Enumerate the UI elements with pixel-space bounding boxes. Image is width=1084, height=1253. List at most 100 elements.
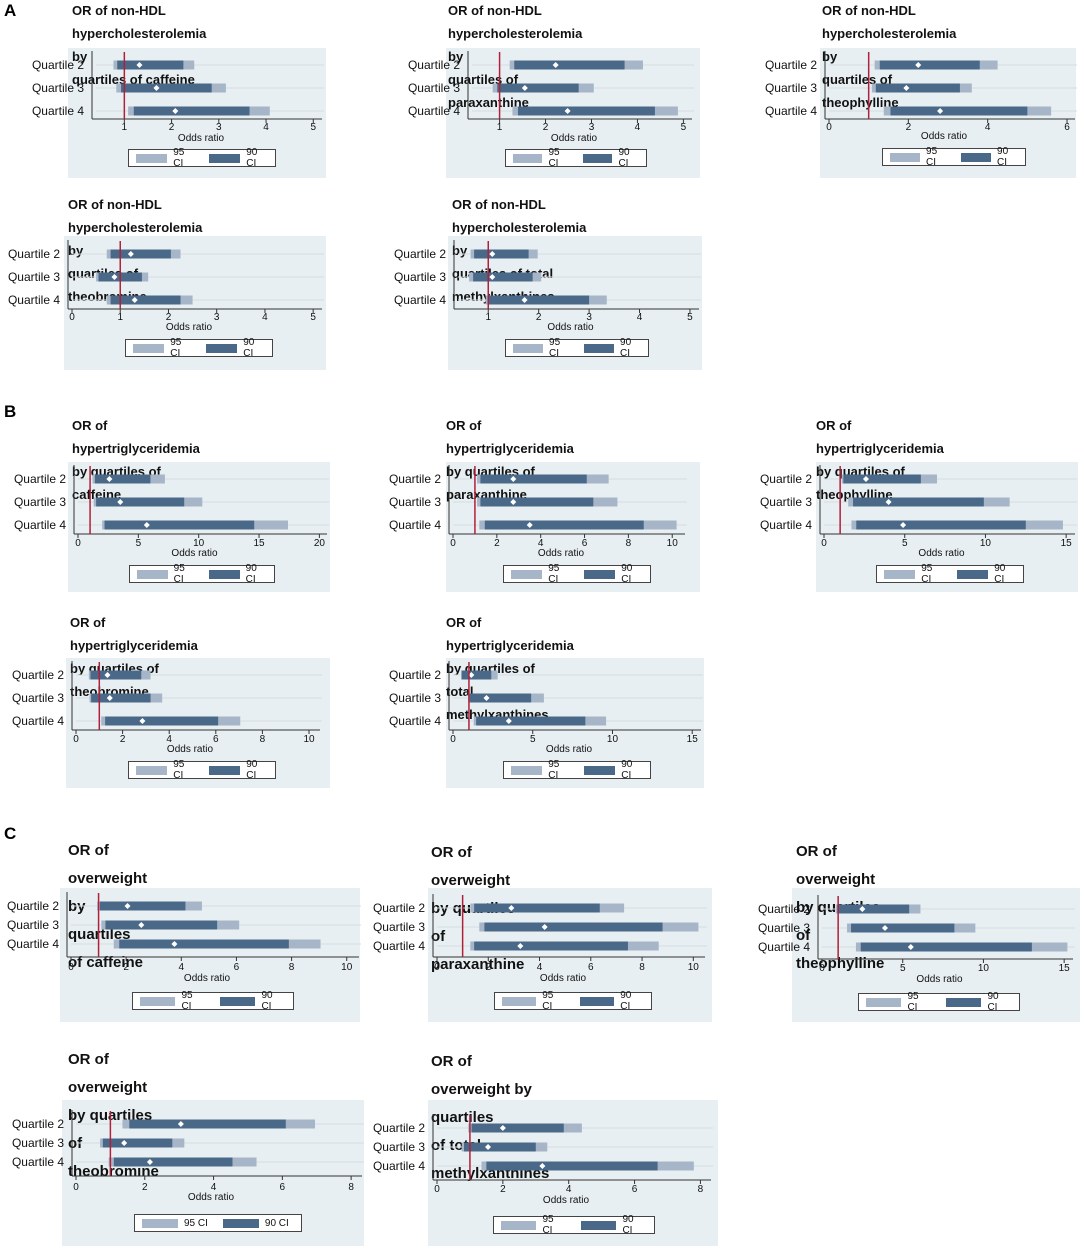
odds-ratio-point (138, 922, 145, 928)
chart-title: OR of overweight by quartiles of caffeine (68, 837, 147, 977)
row-label: Quartile 3 (32, 81, 84, 95)
legend-item: 95 CI (859, 991, 931, 1013)
chart-title-line: OR of non-HDL hypercholesterolemia by (452, 197, 587, 258)
odds-ratio-point (468, 672, 475, 678)
x-tick-label: 0 (434, 962, 440, 973)
legend: 95 CI 90 CI (858, 991, 1020, 1013)
legend-item: 90 CI (202, 563, 266, 585)
row-label: Quartile 3 (760, 495, 812, 509)
x-tick-label: 1 (117, 312, 123, 323)
x-axis-title: Odds ratio (918, 548, 965, 559)
odds-ratio-point (111, 274, 118, 280)
x-axis-title: Odds ratio (547, 322, 594, 333)
legend-label: 95 CI (548, 563, 560, 585)
chart-title-line: OR of hypertriglyceridemia by quartiles … (446, 615, 574, 676)
x-tick-label: 4 (179, 962, 185, 973)
legend-item: 90 CI (202, 147, 267, 169)
legend-item: 95 CI (504, 759, 569, 781)
ci90-bar (856, 520, 1026, 530)
legend-item: 90 CI (577, 563, 642, 585)
x-tick-label: 20 (314, 538, 326, 549)
row-label: Quartile 3 (373, 920, 425, 934)
row-label: Quartile 4 (12, 714, 64, 728)
ci90-bar (484, 520, 644, 530)
odds-ratio-point (124, 903, 131, 909)
odds-ratio-point (485, 1144, 492, 1150)
ci90-bar (105, 920, 218, 930)
odds-ratio-point (885, 499, 892, 505)
legend-swatch (209, 153, 241, 163)
x-axis-title: Odds ratio (188, 1192, 235, 1203)
row-label: Quartile 3 (7, 918, 59, 932)
x-tick-label: 0 (819, 963, 825, 974)
x-tick-label: 5 (902, 538, 908, 549)
row-label: Quartile 2 (389, 472, 441, 486)
row-label: Quartile 2 (7, 899, 59, 913)
x-tick-label: 5 (681, 122, 687, 133)
x-tick-label: 8 (289, 962, 295, 973)
x-tick-label: 2 (494, 538, 500, 549)
x-tick-label: 4 (262, 312, 268, 323)
x-tick-label: 2 (500, 1184, 506, 1195)
ci90-bar (94, 474, 151, 484)
row-label: Quartile 4 (7, 937, 59, 951)
section-label: C (4, 824, 17, 843)
ci90-bar (90, 670, 142, 680)
x-tick-label: 15 (253, 538, 265, 549)
row-label: Quartile 4 (14, 518, 66, 532)
ci90-bar (517, 106, 655, 116)
row-label: Quartile 2 (12, 668, 64, 682)
odds-ratio-point (117, 499, 124, 505)
ci90-bar (464, 1142, 536, 1152)
x-tick-label: 6 (280, 1182, 286, 1193)
legend-label: 95 CI (548, 147, 560, 169)
odds-ratio-point (510, 476, 517, 482)
legend-label: 90 CI (994, 563, 1006, 585)
legend-label: 90 CI (622, 1214, 634, 1236)
legend-item: 90 CI (202, 759, 267, 781)
ci90-bar (890, 106, 1028, 116)
x-tick-label: 4 (985, 122, 991, 133)
chart-title: OR of non-HDL hypercholesterolemia by qua… (822, 0, 956, 114)
odds-ratio-point (106, 695, 113, 701)
ci90-bar (121, 83, 212, 93)
x-tick-label: 6 (588, 962, 594, 973)
legend-item: 95 CI (129, 147, 194, 169)
x-axis-title: Odds ratio (921, 131, 968, 142)
x-tick-label: 8 (348, 1182, 354, 1193)
legend-item: 95 CI (506, 337, 569, 359)
legend-swatch (890, 152, 921, 162)
legend-swatch (584, 343, 615, 353)
legend: 95 CI 90 CI (505, 337, 649, 359)
ci90-bar (476, 716, 586, 726)
odds-ratio-point (508, 905, 515, 911)
odds-ratio-point (937, 108, 944, 114)
x-tick-label: 10 (193, 538, 205, 549)
x-tick-label: 0 (450, 538, 456, 549)
legend: 95 CI 90 CI (503, 563, 651, 585)
legend-swatch (511, 569, 543, 579)
odds-ratio-point (172, 108, 179, 114)
section-label: A (4, 1, 17, 20)
x-axis-title: Odds ratio (178, 133, 225, 144)
legend-swatch (957, 569, 989, 579)
x-tick-label: 0 (821, 538, 827, 549)
legend-label: 90 CI (621, 759, 633, 781)
legend-swatch (133, 343, 165, 353)
row-label: Quartile 3 (758, 921, 810, 935)
odds-ratio-point (526, 522, 533, 528)
x-tick-label: 1 (485, 312, 491, 323)
legend: 95 CI 90 CI (505, 147, 647, 169)
ci90-bar (105, 716, 219, 726)
x-tick-label: 6 (1064, 122, 1070, 133)
row-label: Quartile 2 (373, 901, 425, 915)
legend: 95 CI 90 CI (882, 146, 1026, 168)
ci90-bar (474, 941, 628, 951)
row-label: Quartile 3 (389, 495, 441, 509)
legend: 95 CI 90 CI (134, 1214, 302, 1232)
odds-ratio-point (510, 499, 517, 505)
x-axis-title: Odds ratio (543, 1195, 590, 1206)
ci90-bar (497, 83, 579, 93)
